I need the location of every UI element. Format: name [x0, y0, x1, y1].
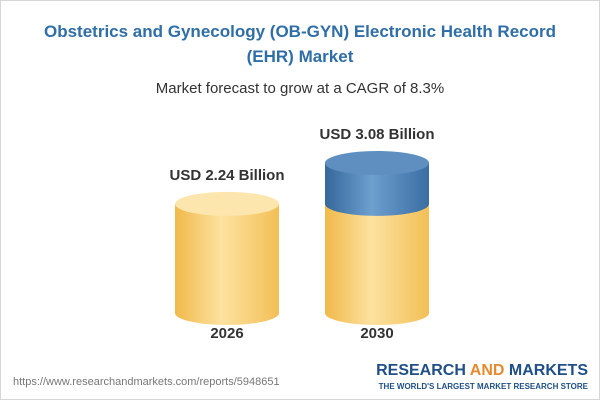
- brand-word: RESEARCH: [376, 362, 466, 379]
- source-url: https://www.researchandmarkets.com/repor…: [13, 376, 280, 388]
- category-label: 2030: [360, 325, 393, 342]
- brand: RESEARCH AND MARKETS: [376, 362, 588, 379]
- value-label: USD 3.08 Billion: [319, 126, 434, 143]
- cylinder-top: [325, 151, 429, 175]
- cylinder-body: [175, 203, 279, 313]
- tagline: THE WORLD'S LARGEST MARKET RESEARCH STOR…: [379, 382, 589, 391]
- value-label: USD 2.24 Billion: [169, 167, 284, 184]
- cylinder-top: [175, 191, 279, 216]
- cylinder-joint: [325, 191, 429, 216]
- chart-title: Obstetrics and Gynecology (OB-GYN) Elect…: [44, 22, 556, 66]
- brand-word: MARKETS: [509, 362, 588, 379]
- cylinder-body: [325, 203, 429, 313]
- subtitle: Market forecast to grow at a CAGR of 8.3…: [156, 80, 444, 97]
- brand-word: AND: [470, 362, 505, 379]
- category-label: 2026: [210, 325, 243, 342]
